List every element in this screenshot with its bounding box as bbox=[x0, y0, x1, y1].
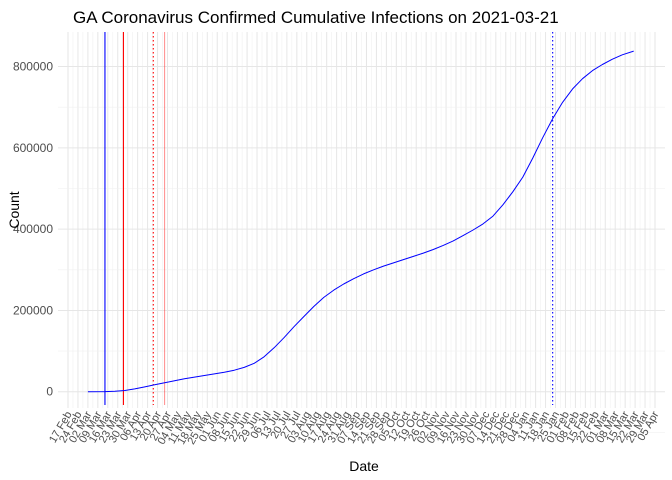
y-axis-ticks: 0 200000 400000 600000 800000 bbox=[13, 60, 53, 399]
reference-lines bbox=[104, 32, 554, 405]
y-tick-label: 400000 bbox=[13, 222, 53, 236]
y-tick-label: 0 bbox=[46, 385, 53, 399]
chart-title: GA Coronavirus Confirmed Cumulative Infe… bbox=[73, 8, 559, 27]
grid bbox=[58, 32, 665, 433]
y-axis-label: Count bbox=[6, 191, 22, 228]
series-line bbox=[87, 50, 634, 393]
y-tick-label: 200000 bbox=[13, 303, 53, 317]
series-layer bbox=[87, 50, 634, 393]
x-axis-label: Date bbox=[349, 458, 379, 474]
y-tick-label: 600000 bbox=[13, 141, 53, 155]
y-tick-label: 800000 bbox=[13, 60, 53, 74]
